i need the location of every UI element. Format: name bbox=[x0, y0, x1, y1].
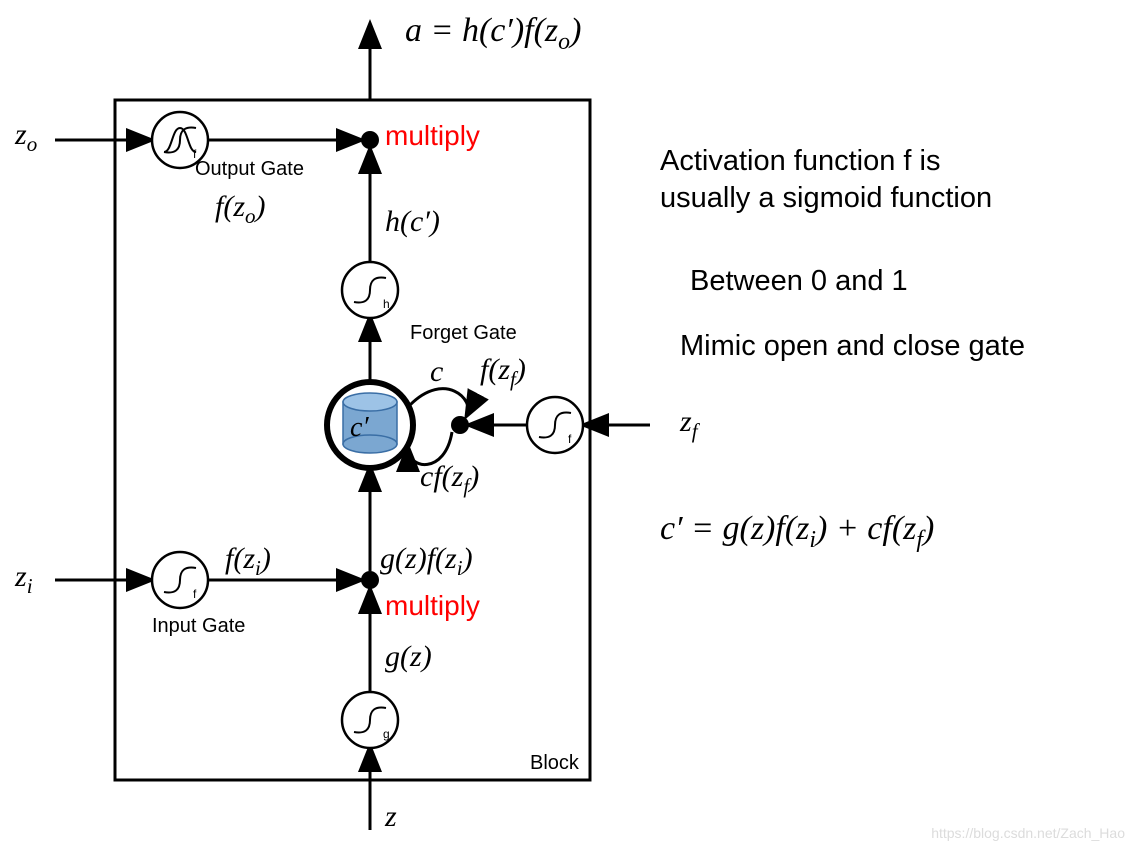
memory-cell bbox=[327, 382, 413, 468]
svg-text:g: g bbox=[383, 727, 390, 741]
lstm-diagram: f h f f g a = h(c′)f(zo) zo Output Gate … bbox=[0, 0, 1135, 849]
cfzf-label: cf(zf) bbox=[420, 460, 479, 499]
eq-output: a = h(c′)f(zo) bbox=[405, 12, 581, 56]
cprime-label: c′ bbox=[350, 412, 369, 444]
mult-top-dot bbox=[361, 131, 379, 149]
zo-label: zo bbox=[15, 118, 37, 157]
multiply-bot-label: multiply bbox=[385, 590, 480, 622]
z-label: z bbox=[385, 800, 397, 834]
mult-bot-dot bbox=[361, 571, 379, 589]
svg-text:h: h bbox=[383, 297, 390, 311]
zi-label: zi bbox=[15, 560, 33, 599]
input-gate-label: Input Gate bbox=[152, 615, 245, 638]
diagram-svg: f h f f g bbox=[0, 0, 1135, 849]
eq-cprime: c′ = g(z)f(zi) + cf(zf) bbox=[660, 510, 934, 554]
desc-line-3: Between 0 and 1 bbox=[690, 265, 908, 298]
fzi-label: f(zi) bbox=[225, 542, 271, 581]
gzfzi-label: g(z)f(zi) bbox=[380, 542, 473, 581]
hc-label: h(c′) bbox=[385, 205, 440, 239]
desc-line-1: Activation function f is bbox=[660, 145, 940, 178]
block-label: Block bbox=[530, 752, 579, 775]
forget-gate-label: Forget Gate bbox=[410, 322, 517, 345]
sum-dot bbox=[451, 416, 469, 434]
fzf-label: f(zf) bbox=[480, 353, 526, 392]
desc-line-4: Mimic open and close gate bbox=[680, 330, 1025, 363]
c-label: c bbox=[430, 355, 443, 389]
fzo-label: f(zo) bbox=[215, 190, 266, 229]
gz-label: g(z) bbox=[385, 640, 432, 674]
zf-label: zf bbox=[680, 405, 698, 444]
multiply-top-label: multiply bbox=[385, 120, 480, 152]
output-gate-label: Output Gate bbox=[195, 158, 304, 181]
desc-line-2: usually a sigmoid function bbox=[660, 182, 992, 215]
watermark: https://blog.csdn.net/Zach_Hao bbox=[931, 825, 1125, 841]
